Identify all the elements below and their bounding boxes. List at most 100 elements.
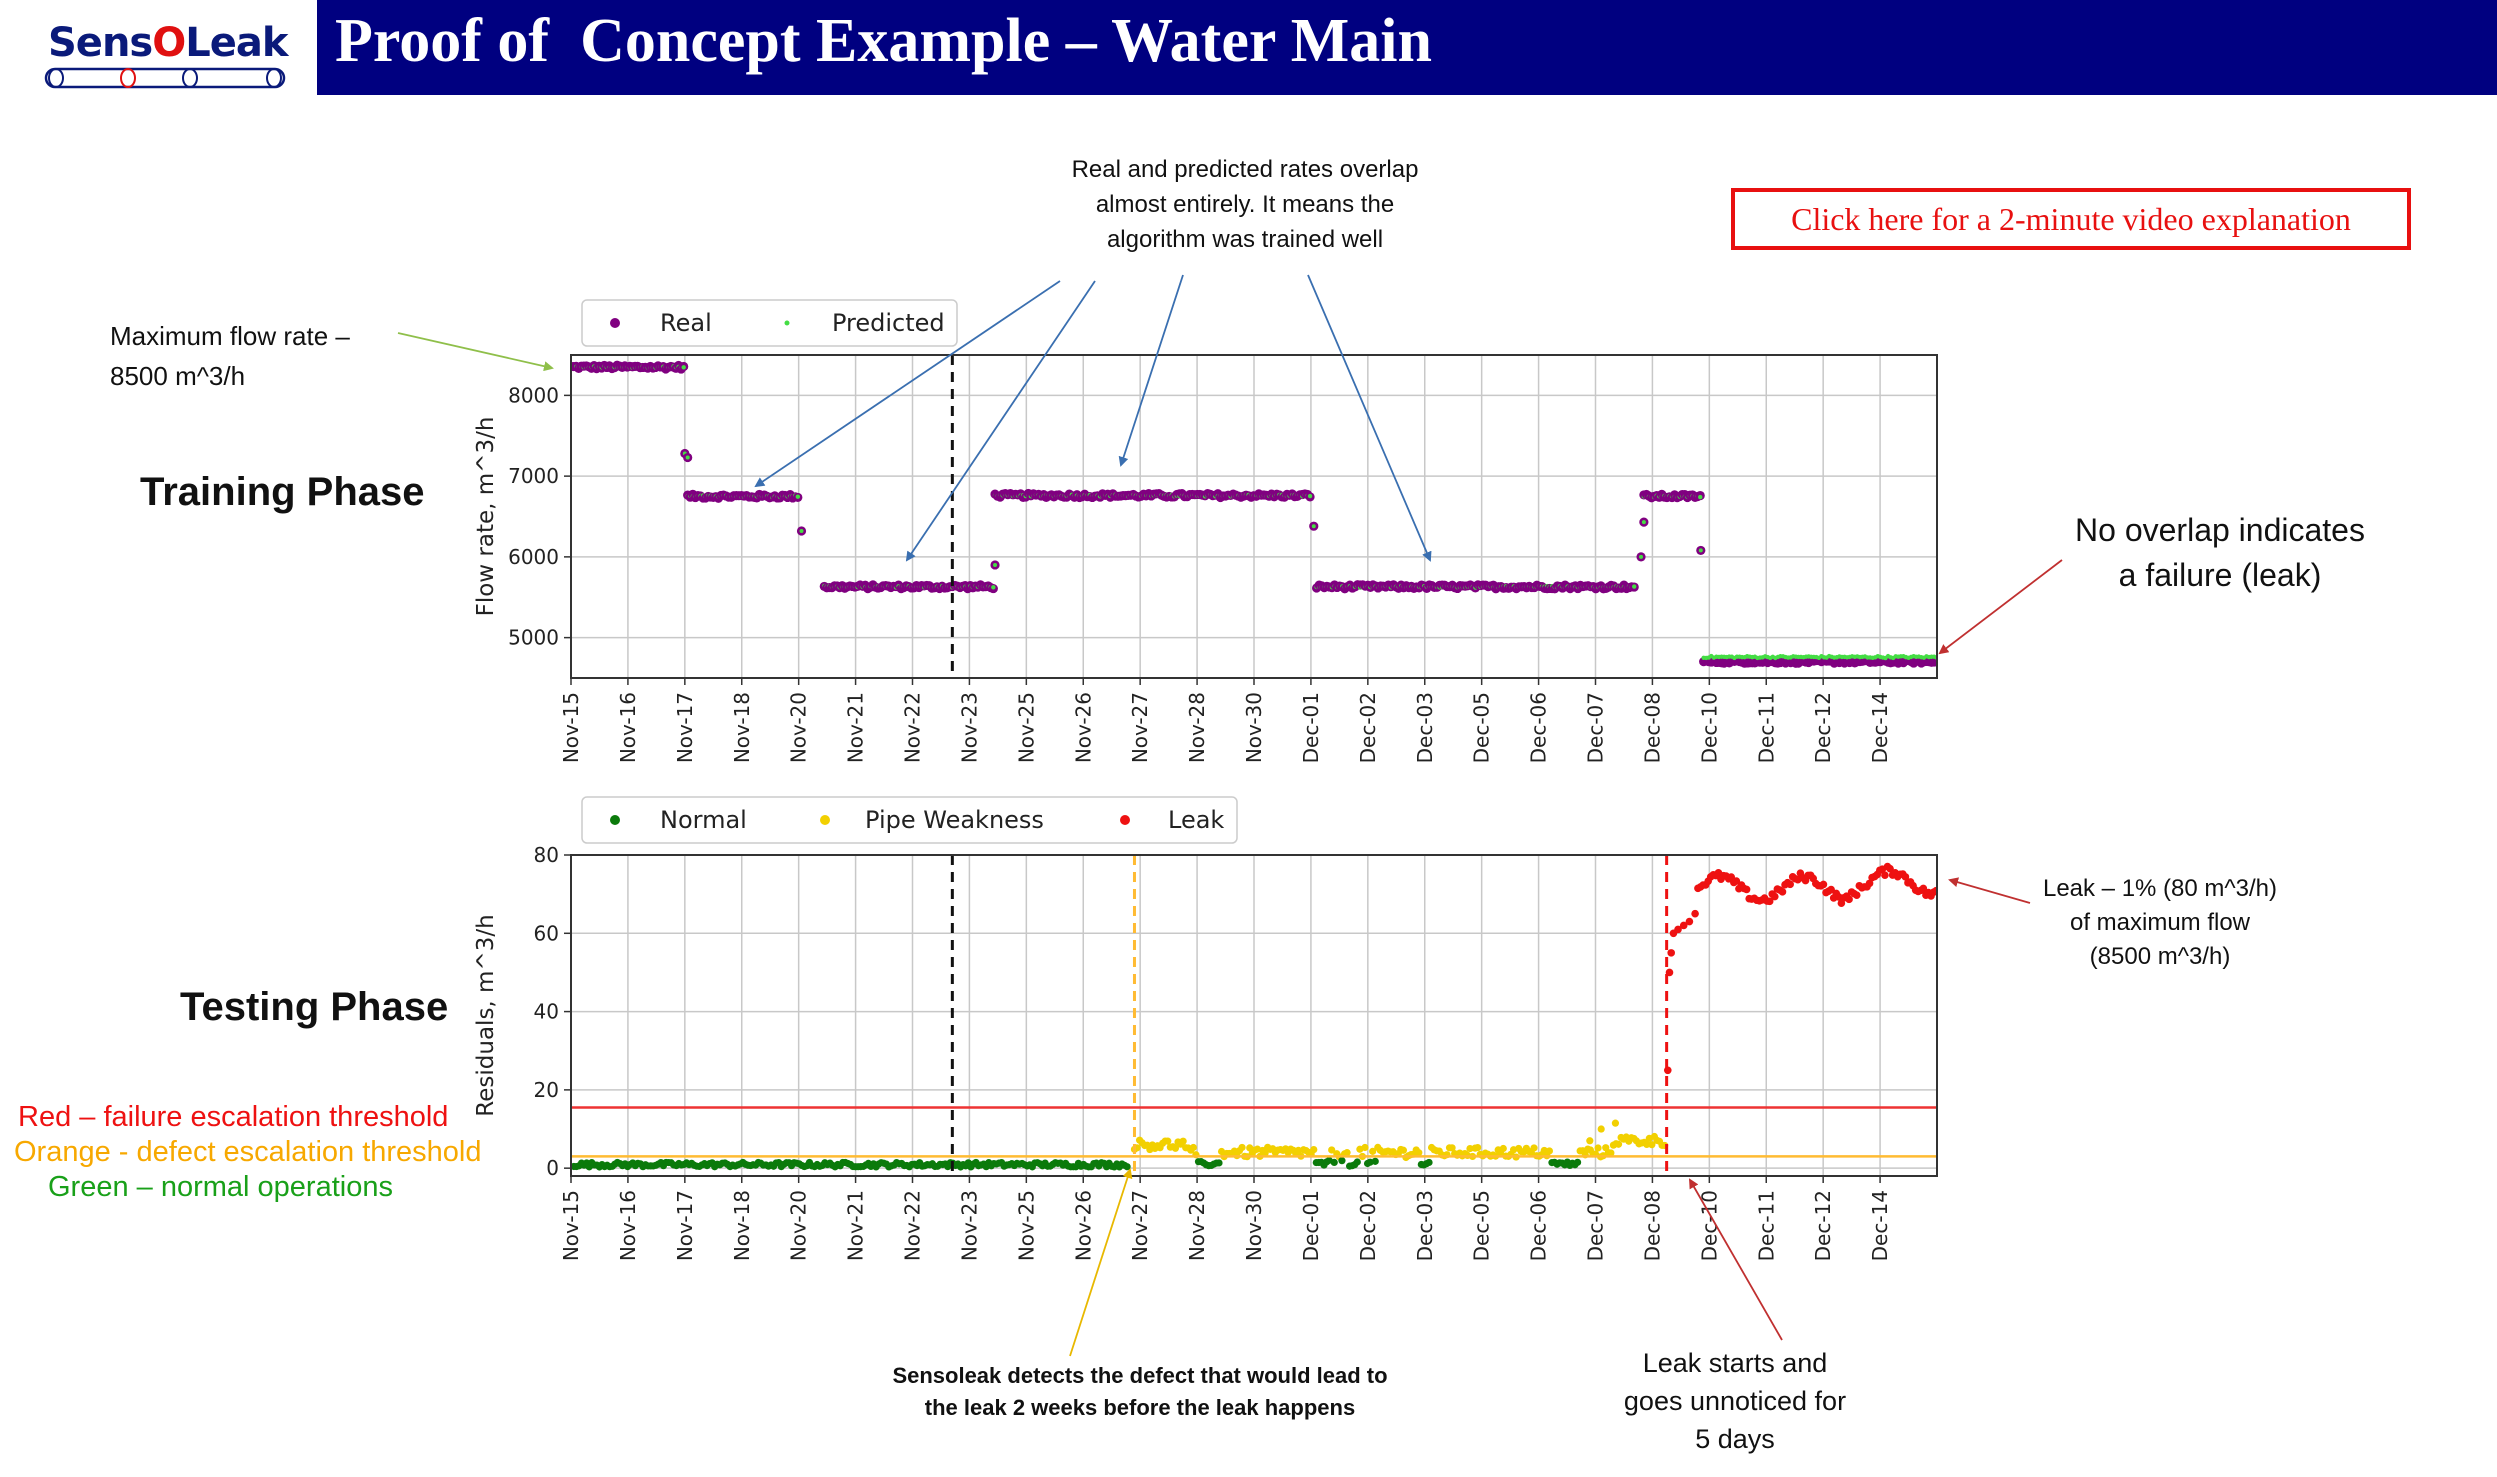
resid-x-tick-label: Nov-16 xyxy=(616,1190,640,1261)
resid-frame xyxy=(570,854,1938,1177)
normal-point xyxy=(1371,1157,1379,1165)
resid-x-tick-label: Dec-03 xyxy=(1413,1190,1437,1261)
predicted-point xyxy=(1698,548,1703,553)
predicted-legend-marker xyxy=(784,320,790,326)
flow-x-tick-label: Dec-06 xyxy=(1527,692,1551,763)
weakness-point xyxy=(1189,1143,1197,1152)
resid-chart: Nov-15 Nov-16 Nov-17 Nov-18 Nov-20 Nov-21 Nov-… xyxy=(473,796,1938,1261)
normal-point xyxy=(1353,1158,1361,1166)
predicted-point xyxy=(993,562,998,567)
overlap-note: Real and predicted rates overlap almost … xyxy=(1071,156,1419,253)
leak-point xyxy=(1679,921,1688,930)
resid-y-tick-label: 60 xyxy=(534,921,559,945)
leak-point xyxy=(1742,885,1751,894)
resid-x-tick-label: Dec-06 xyxy=(1527,1190,1551,1261)
detect-note: Sensoleak detects the defect that would … xyxy=(892,1363,1388,1420)
flow-chart: Nov-15 Nov-16 Nov-17 Nov-18 Nov-20 Nov-21 Nov-… xyxy=(473,299,1938,763)
weakness-point xyxy=(1643,1140,1651,1149)
video-link-label: Click here for a 2-minute video explanat… xyxy=(1791,200,2351,237)
leak-point xyxy=(1685,917,1694,926)
page-title: Proof of Concept Example – Water Main xyxy=(335,7,1432,75)
weakness-point xyxy=(1586,1137,1594,1145)
green-threshold-label: Green – normal operations xyxy=(48,1171,393,1203)
resid-x-tick-label: Dec-14 xyxy=(1868,1190,1892,1261)
resid-x-tick-label: Nov-23 xyxy=(957,1190,981,1261)
flow-x-tick-label: Dec-02 xyxy=(1356,692,1380,763)
leak-start-arrow xyxy=(1689,1178,1783,1341)
resid-legend: Normal Pipe Weakness Leak xyxy=(581,796,1238,844)
video-link-button[interactable]: Click here for a 2-minute video explanat… xyxy=(1731,188,2411,250)
flow-legend-box xyxy=(581,299,958,347)
leak-point xyxy=(1886,864,1894,873)
weakness-point xyxy=(1310,1146,1318,1154)
weakness-point xyxy=(1597,1125,1605,1133)
leak-point xyxy=(1732,877,1741,885)
flow-x-tick-label: Nov-23 xyxy=(957,692,981,763)
predicted-point xyxy=(685,455,690,460)
overlap-arrow-3 xyxy=(1118,274,1184,467)
weakness-point xyxy=(1171,1144,1180,1152)
weakness-legend-label: Pipe Weakness xyxy=(865,806,1044,834)
predicted-point xyxy=(991,585,996,590)
flow-x-tick-label: Nov-30 xyxy=(1242,692,1266,763)
resid-x-tick-label: Nov-22 xyxy=(901,1190,925,1261)
flow-x-tick-label: Nov-21 xyxy=(844,692,868,763)
weakness-point xyxy=(1614,1140,1623,1148)
flow-x-tick-label: Dec-05 xyxy=(1470,692,1494,763)
leak-point xyxy=(1932,886,1937,895)
flow-x-tick-label: Dec-01 xyxy=(1299,692,1323,763)
weakness-point xyxy=(1361,1143,1369,1152)
normal-point xyxy=(1573,1158,1582,1166)
normal-point xyxy=(1330,1158,1338,1167)
flow-x-tick-label: Dec-07 xyxy=(1584,692,1608,763)
header-banner: Proof of Concept Example – Water Main xyxy=(317,0,2497,95)
predicted-point xyxy=(1307,493,1313,499)
detect-arrow xyxy=(1069,1168,1133,1357)
training-phase-label: Training Phase xyxy=(140,470,425,514)
weakness-point xyxy=(1164,1137,1172,1145)
leak-point xyxy=(1674,925,1682,934)
resid-x-tick-label: Nov-15 xyxy=(559,1190,583,1261)
leak-legend-marker xyxy=(1120,815,1130,825)
leak-point xyxy=(1865,879,1874,888)
normal-point xyxy=(1338,1157,1346,1165)
flow-points xyxy=(571,360,1937,668)
sensoleak-logo: SensOLeak xyxy=(40,18,290,94)
no-overlap-note: No overlap indicates a failure (leak) xyxy=(2075,512,2365,593)
leak-percent-note: Leak – 1% (80 m^3/h) of maximum flow (85… xyxy=(2042,875,2278,970)
leak-point xyxy=(1667,949,1675,957)
leak-point xyxy=(1765,897,1774,906)
resid-x-tick-label: Nov-21 xyxy=(844,1190,868,1261)
testing-phase-label: Testing Phase xyxy=(180,985,449,1029)
leak-point xyxy=(1691,909,1699,918)
weakness-point xyxy=(1474,1143,1482,1152)
real-legend-marker xyxy=(610,318,620,328)
leak-percent-arrow xyxy=(1948,877,2031,904)
threshold-legend: Red – failure escalation threshold Orang… xyxy=(14,1100,482,1205)
flow-x-tick-label: Nov-25 xyxy=(1014,692,1038,763)
leak-point xyxy=(1919,884,1928,893)
normal-point xyxy=(1425,1158,1433,1167)
leak-point xyxy=(1786,880,1794,889)
flow-x-tick-label: Nov-16 xyxy=(616,692,640,763)
flow-x-tick-label: Nov-28 xyxy=(1185,692,1209,763)
normal-point xyxy=(1123,1163,1131,1171)
predicted-point xyxy=(795,494,801,499)
predicted-legend-label: Predicted xyxy=(832,309,945,337)
predicted-point xyxy=(1632,584,1637,589)
logo-text-prefix: Sens xyxy=(48,20,153,66)
flow-x-tick-label: Nov-20 xyxy=(787,692,811,763)
resid-x-tick-label: Dec-11 xyxy=(1754,1190,1778,1261)
flow-x-tick-label: Dec-08 xyxy=(1640,692,1664,763)
weakness-point xyxy=(1530,1144,1538,1152)
resid-x-tick-label: Nov-25 xyxy=(1014,1190,1038,1261)
flow-x-tick-label: Nov-15 xyxy=(559,692,583,763)
flow-x-tick-label: Nov-17 xyxy=(673,692,697,763)
predicted-point xyxy=(681,365,686,370)
flow-x-tick-label: Dec-03 xyxy=(1413,692,1437,763)
logo-text-suffix: Leak xyxy=(185,20,288,66)
weakness-point xyxy=(1607,1149,1615,1157)
resid-x-tick-label: Dec-12 xyxy=(1811,1190,1835,1261)
weakness-point xyxy=(1594,1144,1602,1152)
